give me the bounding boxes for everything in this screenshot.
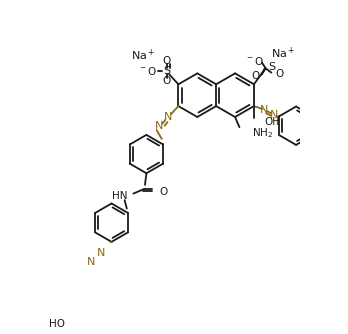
Text: N: N xyxy=(260,105,268,115)
Text: N: N xyxy=(87,257,95,267)
Text: N: N xyxy=(164,112,172,122)
Text: N: N xyxy=(155,122,164,132)
Text: O: O xyxy=(163,76,171,87)
Text: Na$^+$: Na$^+$ xyxy=(271,46,296,61)
Text: $^-$O: $^-$O xyxy=(138,65,157,77)
Text: N: N xyxy=(270,110,278,120)
Text: O: O xyxy=(163,56,171,66)
Text: O: O xyxy=(252,70,260,80)
Text: N: N xyxy=(97,248,105,258)
Text: O: O xyxy=(159,187,168,197)
Text: S: S xyxy=(268,62,276,72)
Text: S: S xyxy=(163,66,170,76)
Text: HO: HO xyxy=(49,319,65,329)
Text: OH: OH xyxy=(264,117,280,127)
Text: Na$^+$: Na$^+$ xyxy=(131,47,155,63)
Text: HN: HN xyxy=(112,191,127,201)
Text: $^-$O: $^-$O xyxy=(245,55,264,67)
Text: O: O xyxy=(276,69,284,79)
Text: NH$_2$: NH$_2$ xyxy=(253,126,274,140)
